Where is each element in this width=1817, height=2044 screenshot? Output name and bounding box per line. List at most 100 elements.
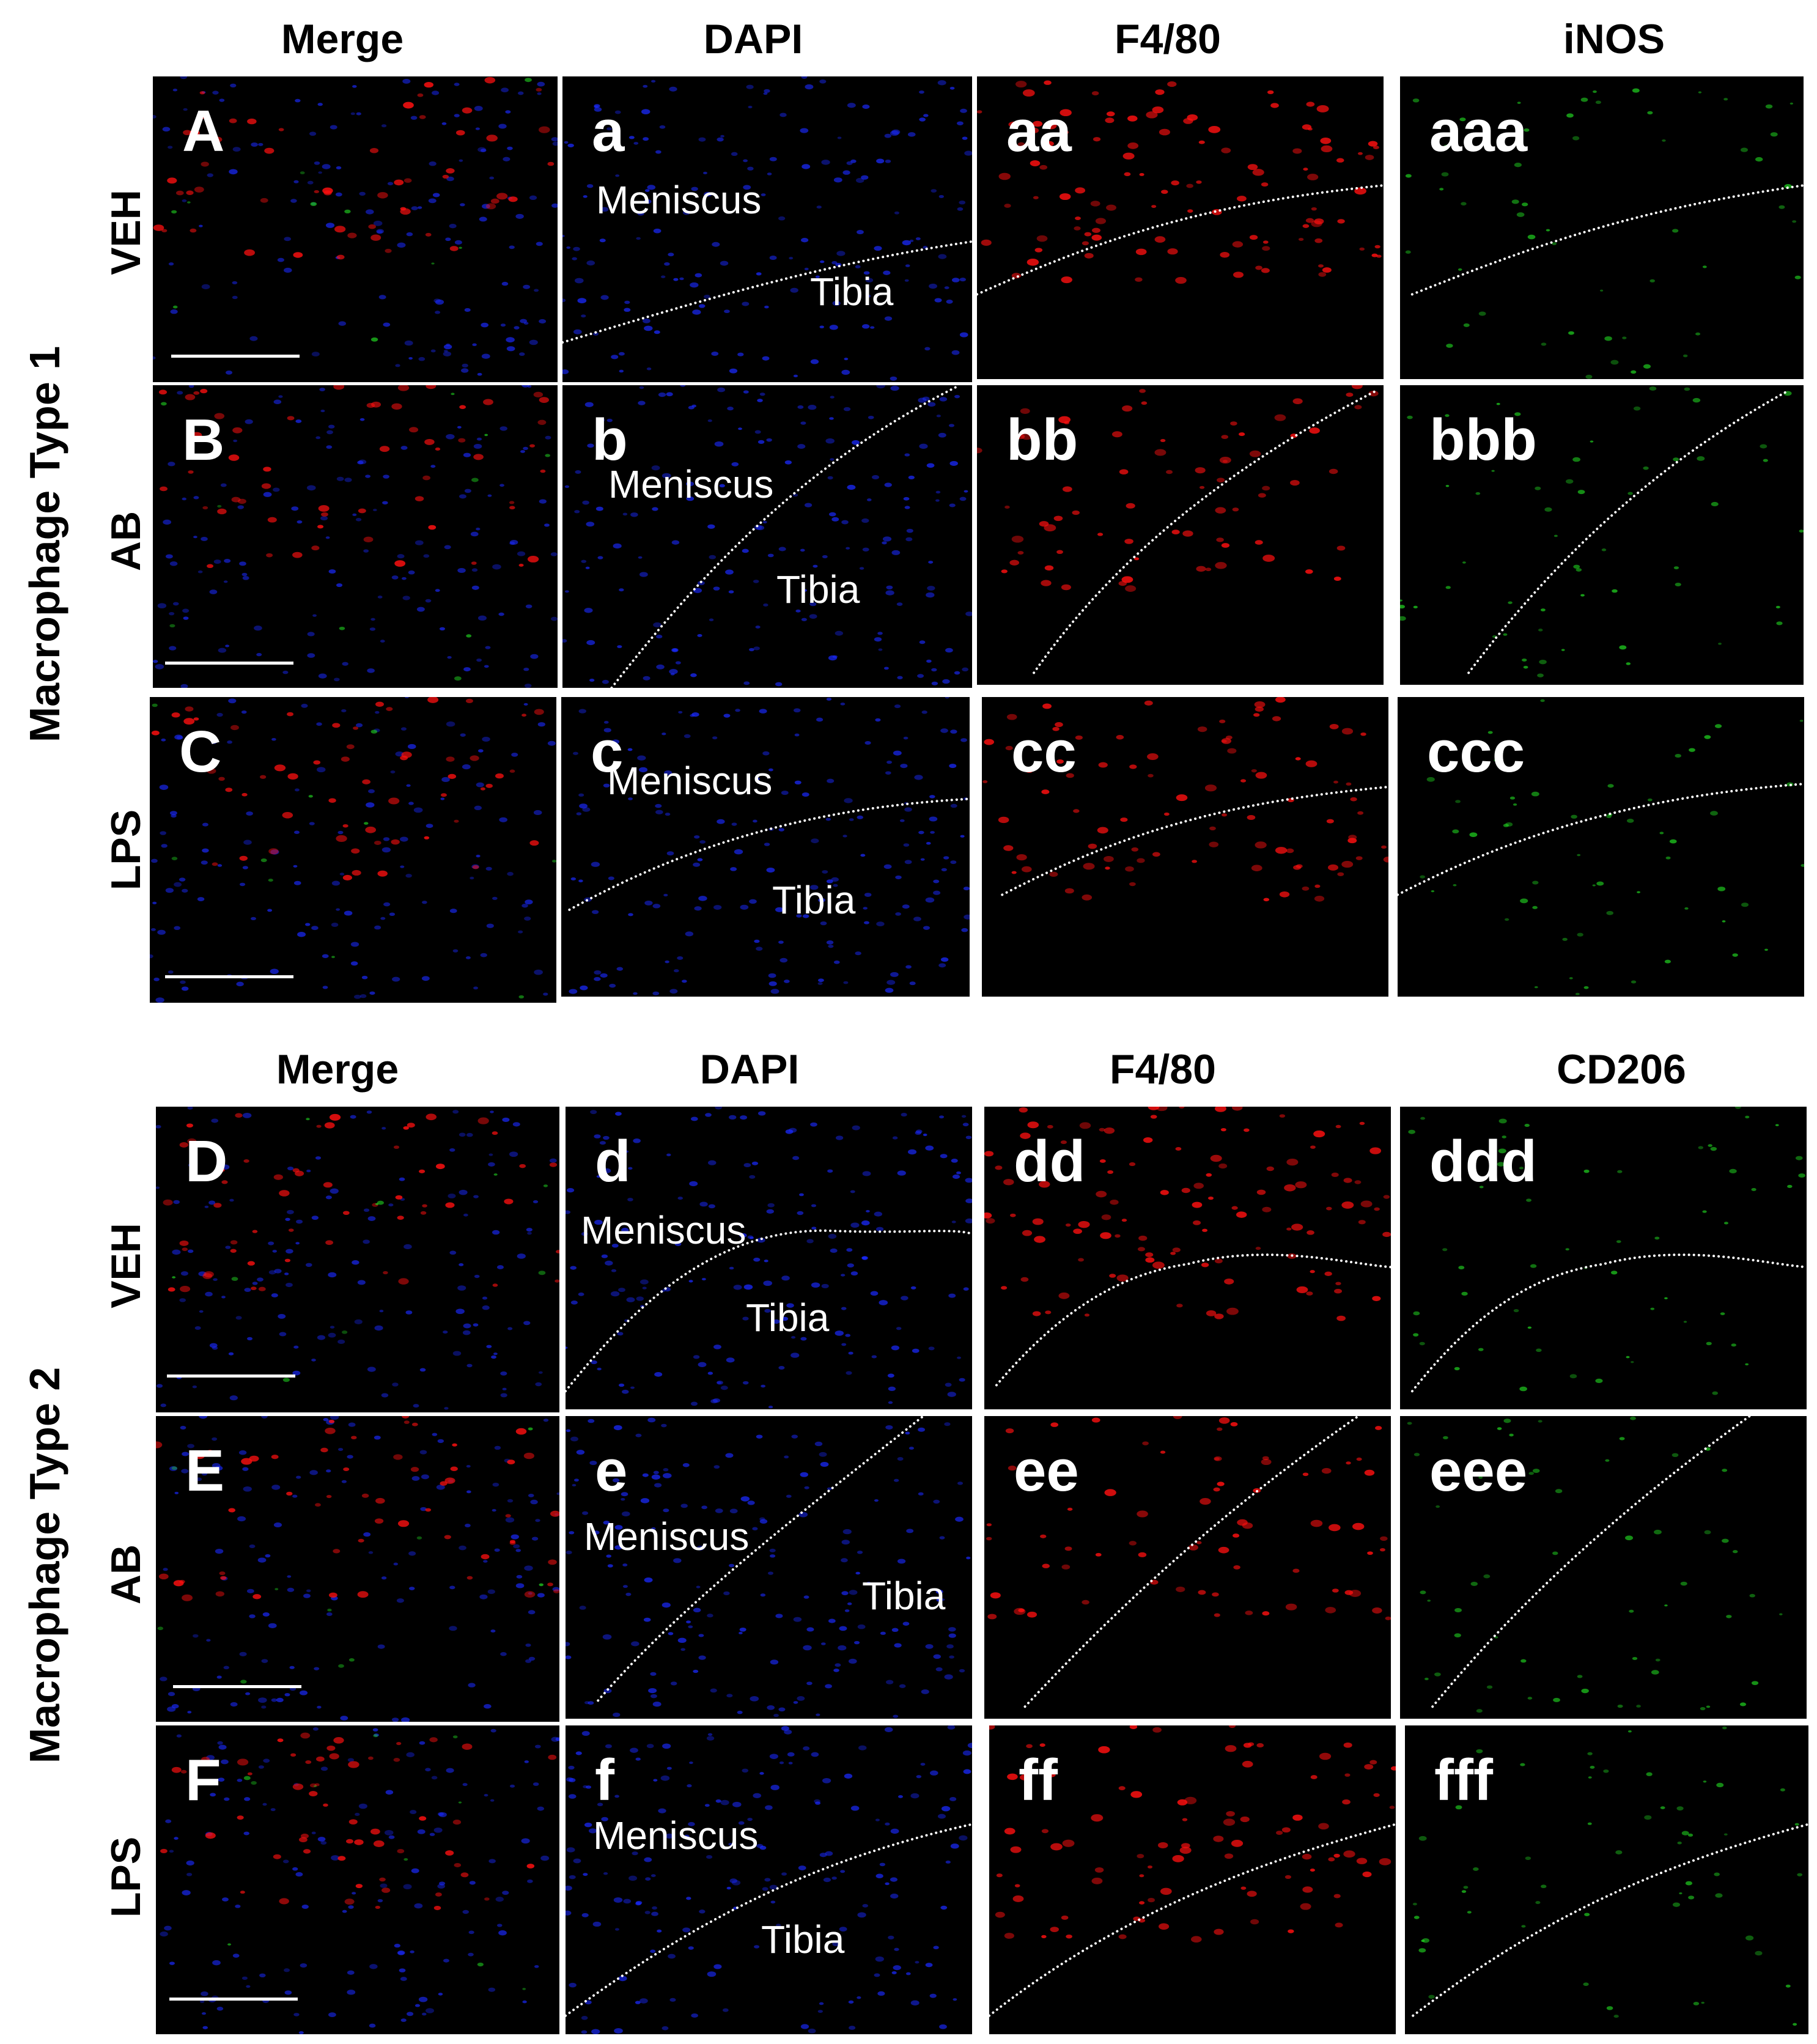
cell-dot: [394, 1944, 400, 1948]
cell-dot: [1221, 435, 1229, 440]
cell-dot: [1371, 253, 1378, 257]
row-label-lps: LPS: [103, 809, 149, 891]
cell-dot: [169, 1466, 177, 1471]
cell-dot: [923, 1134, 927, 1137]
cell-dot: [405, 697, 409, 699]
cell-dot: [1056, 550, 1063, 555]
cell-dot: [1732, 1550, 1738, 1554]
cell-dot: [768, 973, 776, 978]
cell-dot: [747, 1235, 754, 1239]
cell-dot: [564, 141, 569, 144]
cell-dot: [418, 206, 422, 209]
cell-dot: [944, 286, 949, 289]
cell-dot: [1193, 1182, 1204, 1189]
cell-dot: [659, 125, 666, 129]
cell-dot: [1673, 457, 1679, 462]
cell-dot: [314, 161, 320, 165]
cell-dot: [343, 1467, 350, 1472]
cell-dot: [260, 197, 268, 203]
cell-dot: [1585, 374, 1593, 379]
cell-dot: [181, 986, 189, 991]
cell-dot: [1685, 1881, 1693, 1886]
cell-dot: [696, 1585, 701, 1588]
cell-dot: [1206, 1173, 1212, 1177]
cell-dot: [539, 1583, 544, 1587]
cell-dot: [247, 1337, 253, 1341]
cell-dot: [863, 921, 869, 924]
cell-dot: [1541, 1884, 1547, 1889]
cell-dot: [1106, 111, 1115, 117]
cell-dot: [485, 783, 493, 788]
cell-dot: [1680, 1581, 1687, 1586]
cell-dot: [331, 956, 335, 958]
cell-dot: [1041, 580, 1052, 586]
cell-dot: [608, 876, 614, 880]
cell-dot: [247, 1772, 252, 1776]
cell-dot: [884, 482, 892, 487]
cell-dot: [216, 712, 223, 717]
cell-dot: [830, 1248, 838, 1253]
cell-dot: [1765, 104, 1773, 109]
cell-dot: [462, 1909, 470, 1914]
cell-dot: [1509, 1433, 1514, 1437]
cell-dot: [1498, 1118, 1507, 1124]
cell-dot: [1660, 1806, 1665, 1810]
cell-dot: [1469, 832, 1478, 837]
cell-dot: [742, 301, 750, 306]
cell-dot: [169, 646, 177, 651]
cell-dot: [573, 246, 580, 251]
cell-dot: [483, 1560, 488, 1563]
cell-dot: [1673, 566, 1679, 570]
cell-dot: [414, 1903, 423, 1909]
cell-dot: [670, 1681, 677, 1686]
cell-dot: [926, 463, 935, 468]
cell-dot: [306, 1169, 311, 1173]
cell-dot: [1439, 188, 1444, 191]
cell-dot: [363, 1208, 370, 1212]
cell-dot: [682, 1927, 691, 1933]
cell-dot: [884, 1727, 893, 1732]
cell-dot: [449, 246, 459, 251]
panel-label: a: [592, 98, 625, 164]
cell-dot: [401, 577, 407, 580]
cell-dot: [765, 1805, 773, 1810]
cell-dot: [297, 932, 306, 937]
cell-dot: [214, 413, 225, 419]
cell-dot: [1572, 457, 1580, 462]
cell-dot: [946, 300, 953, 304]
cell-dot: [584, 608, 593, 613]
cell-dot: [1332, 1588, 1339, 1593]
cell-dot: [515, 1583, 525, 1588]
cell-dot: [549, 1158, 557, 1163]
cell-dot: [363, 549, 369, 553]
cell-dot: [404, 1858, 408, 1861]
cell-dot: [1463, 323, 1470, 327]
cell-dot: [1032, 1311, 1041, 1316]
cell-dot: [1676, 1806, 1684, 1811]
cell-dot: [1048, 1773, 1056, 1777]
cell-dot: [1004, 1828, 1015, 1835]
cell-dot: [1145, 1257, 1155, 1263]
cell-dot: [596, 1175, 601, 1178]
cell-dot: [1129, 882, 1136, 887]
cell-dot: [1027, 1121, 1039, 1129]
cell-dot: [1240, 779, 1247, 783]
cell-dot: [643, 84, 648, 88]
cell-dot: [213, 1278, 218, 1282]
cell-dot: [1307, 127, 1313, 131]
cell-dot: [417, 93, 424, 97]
cell-dot: [174, 882, 182, 887]
cell-dot: [747, 1817, 753, 1821]
panel-label: aaa: [1429, 98, 1528, 164]
cell-dot: [1412, 1902, 1417, 1906]
cell-dot: [1467, 1911, 1472, 1914]
cell-dot: [826, 940, 834, 945]
cell-dot: [729, 1508, 738, 1514]
cell-dot: [1247, 814, 1256, 820]
cell-dot: [947, 1392, 956, 1397]
cell-dot: [245, 1692, 251, 1695]
cell-dot: [287, 773, 298, 780]
cell-dot: [1358, 1220, 1366, 1225]
cell-dot: [455, 130, 465, 136]
cell-dot: [1020, 1132, 1031, 1139]
